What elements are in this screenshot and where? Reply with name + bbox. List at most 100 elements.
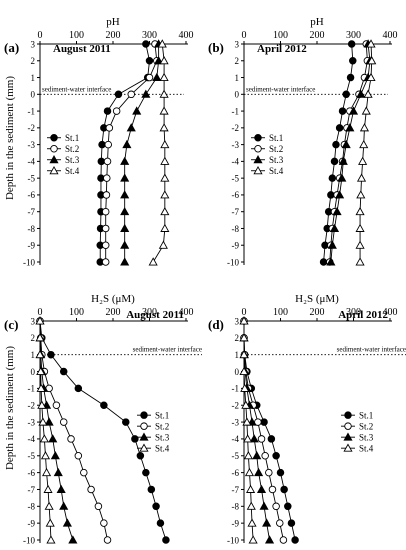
chart-title: August 2011 xyxy=(53,43,111,55)
data-point xyxy=(243,451,253,460)
data-point xyxy=(244,467,255,477)
x-tick-label: 100 xyxy=(273,30,288,41)
data-point xyxy=(80,468,88,477)
data-point xyxy=(257,435,266,443)
y-tick-label: 3 xyxy=(31,316,36,326)
legend-marker xyxy=(140,422,148,430)
data-point xyxy=(359,123,370,132)
data-point xyxy=(356,173,367,182)
chart-title: August 2011 xyxy=(126,309,184,321)
data-point xyxy=(127,90,135,99)
chart-title: April 2012 xyxy=(338,309,388,321)
data-point xyxy=(52,401,61,409)
y-tick-label: 2 xyxy=(235,56,240,66)
x-axis-label: H₂S (μM) xyxy=(295,293,339,305)
x-tick-label: 100 xyxy=(69,307,84,318)
x-tick-label: 200 xyxy=(310,30,325,41)
data-point xyxy=(239,366,249,376)
y-tick-label: -3 xyxy=(232,140,240,150)
y-tick-label: 0 xyxy=(31,367,36,377)
data-point xyxy=(101,241,110,249)
y-axis-label-bottom: Depth in the sediment (mm) xyxy=(4,346,16,470)
chart-panel-1: 0 100 200 300 400 3 2 1 0 -1 -2 -3 -4 -5 -6 -7 -8 -9 -10 pH… xyxy=(4,16,194,267)
data-point xyxy=(156,519,165,527)
legend-marker xyxy=(254,133,262,142)
data-point xyxy=(142,468,150,477)
data-point xyxy=(349,57,357,65)
data-point xyxy=(252,451,262,460)
legend-label: St.2 xyxy=(269,144,283,154)
y-tick-label: -1 xyxy=(232,106,240,116)
data-point xyxy=(120,223,130,232)
y-tick-label: -10 xyxy=(23,535,35,545)
y-tick-label: -1 xyxy=(232,384,240,394)
y-tick-label: -7 xyxy=(232,207,240,217)
data-point xyxy=(37,400,47,409)
data-point xyxy=(347,40,356,48)
y-tick-label: 3 xyxy=(31,39,36,49)
data-point xyxy=(332,140,340,149)
data-point xyxy=(38,417,48,426)
data-point xyxy=(44,501,54,510)
legend-marker xyxy=(50,133,58,142)
data-point xyxy=(152,502,160,511)
data-point xyxy=(276,468,285,477)
legend-marker xyxy=(49,166,59,175)
legend-label: St.1 xyxy=(359,410,373,420)
data-point xyxy=(154,56,164,65)
y-tick-label: -6 xyxy=(232,190,240,200)
y-tick-label: -3 xyxy=(28,140,36,150)
x-tick-label: 200 xyxy=(310,307,325,318)
y-tick-label: -1 xyxy=(28,384,36,394)
data-point xyxy=(291,536,299,544)
data-point xyxy=(248,535,258,544)
data-point xyxy=(62,518,72,527)
data-point xyxy=(326,257,336,266)
data-point xyxy=(249,434,259,443)
interface-label: sediment-water interface xyxy=(246,85,315,93)
data-point xyxy=(101,258,110,266)
legend-marker xyxy=(253,155,263,164)
y-tick-label: 1 xyxy=(31,350,36,360)
data-point xyxy=(101,224,110,233)
data-point xyxy=(160,173,170,182)
x-tick-label: 300 xyxy=(142,30,157,41)
data-point xyxy=(259,501,269,510)
x-tick-label: 400 xyxy=(179,30,194,41)
data-point xyxy=(338,107,347,115)
data-point xyxy=(48,434,58,443)
y-tick-label: -1 xyxy=(28,106,36,116)
x-tick-label: 300 xyxy=(142,307,157,318)
legend-label: St.2 xyxy=(155,421,169,431)
data-point xyxy=(103,536,112,544)
y-tick-label: -9 xyxy=(28,518,36,528)
data-point xyxy=(328,174,337,182)
y-tick-label: -7 xyxy=(28,485,36,495)
y-tick-label: -8 xyxy=(28,502,36,512)
interface-label: sediment-water interface xyxy=(133,346,202,354)
data-point xyxy=(47,350,55,359)
data-point xyxy=(126,123,136,132)
y-tick-label: -4 xyxy=(28,157,36,167)
data-point xyxy=(159,106,169,115)
x-tick-label: 0 xyxy=(242,307,247,318)
legend-marker xyxy=(254,144,262,153)
data-point xyxy=(366,39,376,48)
data-point xyxy=(159,72,169,82)
y-tick-label: -5 xyxy=(28,451,36,461)
y-tick-label: -6 xyxy=(28,468,36,478)
data-point xyxy=(120,206,130,216)
data-point xyxy=(327,191,335,199)
data-point xyxy=(157,39,167,48)
data-point xyxy=(330,157,339,166)
x-tick-label: 200 xyxy=(106,30,121,41)
data-point xyxy=(159,123,169,132)
data-point xyxy=(335,190,345,199)
data-point xyxy=(355,257,365,266)
data-point xyxy=(97,157,106,166)
data-point xyxy=(346,73,355,82)
data-point xyxy=(355,206,365,216)
y-tick-label: 2 xyxy=(31,56,36,66)
data-point xyxy=(338,156,348,165)
y-tick-label: -8 xyxy=(232,502,240,512)
